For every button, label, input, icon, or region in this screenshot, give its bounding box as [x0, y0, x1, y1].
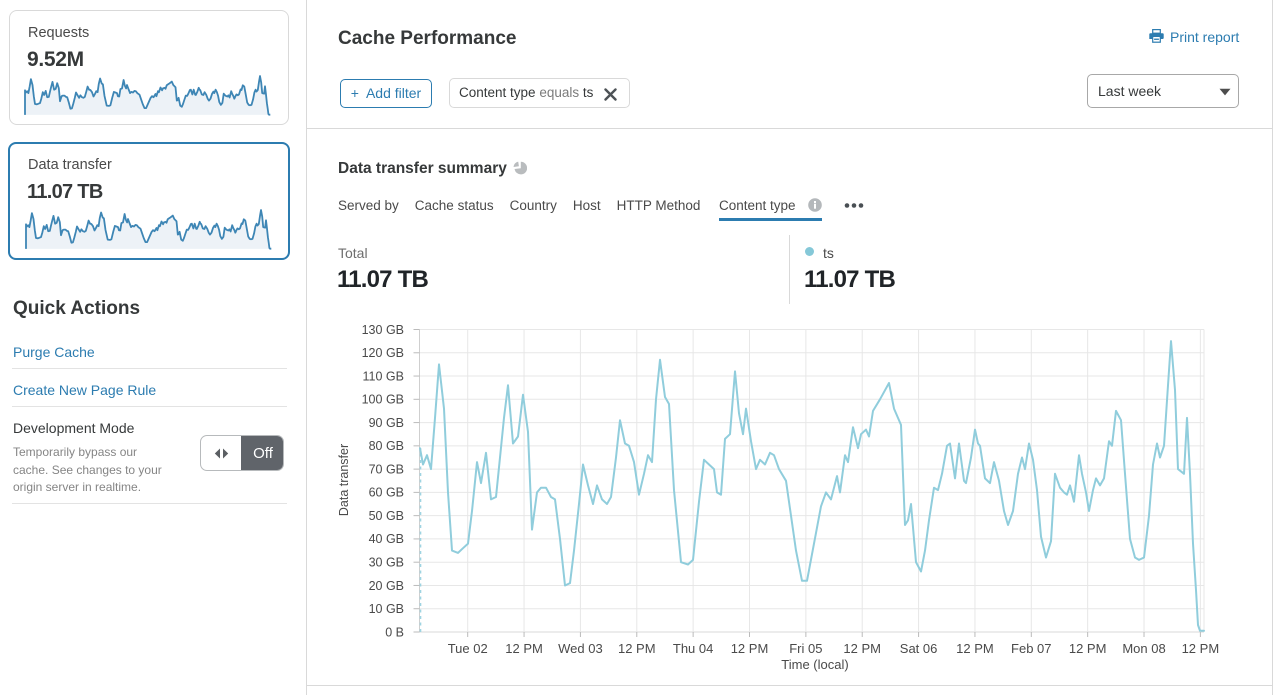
svg-text:0 B: 0 B: [385, 625, 404, 639]
svg-text:12 PM: 12 PM: [618, 641, 656, 656]
svg-text:130 GB: 130 GB: [362, 323, 404, 337]
svg-text:Fri 05: Fri 05: [789, 641, 822, 656]
svg-text:30 GB: 30 GB: [369, 555, 404, 569]
svg-text:120 GB: 120 GB: [362, 346, 404, 360]
svg-text:50 GB: 50 GB: [369, 509, 404, 523]
svg-text:90 GB: 90 GB: [369, 416, 404, 430]
svg-text:Feb 07: Feb 07: [1011, 641, 1051, 656]
svg-text:Data transfer: Data transfer: [337, 444, 351, 516]
svg-text:12 PM: 12 PM: [731, 641, 769, 656]
svg-text:Sat 06: Sat 06: [900, 641, 938, 656]
svg-text:12 PM: 12 PM: [1182, 641, 1220, 656]
svg-text:12 PM: 12 PM: [505, 641, 543, 656]
svg-text:10 GB: 10 GB: [369, 602, 404, 616]
svg-text:Thu 04: Thu 04: [673, 641, 713, 656]
svg-text:70 GB: 70 GB: [369, 462, 404, 476]
svg-text:20 GB: 20 GB: [369, 579, 404, 593]
svg-text:Mon 08: Mon 08: [1122, 641, 1165, 656]
svg-text:80 GB: 80 GB: [369, 439, 404, 453]
svg-text:Wed 03: Wed 03: [558, 641, 603, 656]
svg-text:12 PM: 12 PM: [843, 641, 881, 656]
svg-text:110 GB: 110 GB: [363, 369, 404, 383]
svg-text:60 GB: 60 GB: [369, 486, 404, 500]
svg-text:Time (local): Time (local): [781, 657, 848, 672]
svg-text:12 PM: 12 PM: [1069, 641, 1107, 656]
svg-text:12 PM: 12 PM: [956, 641, 994, 656]
svg-text:Tue 02: Tue 02: [448, 641, 488, 656]
svg-text:100 GB: 100 GB: [362, 393, 404, 407]
svg-text:40 GB: 40 GB: [369, 532, 404, 546]
